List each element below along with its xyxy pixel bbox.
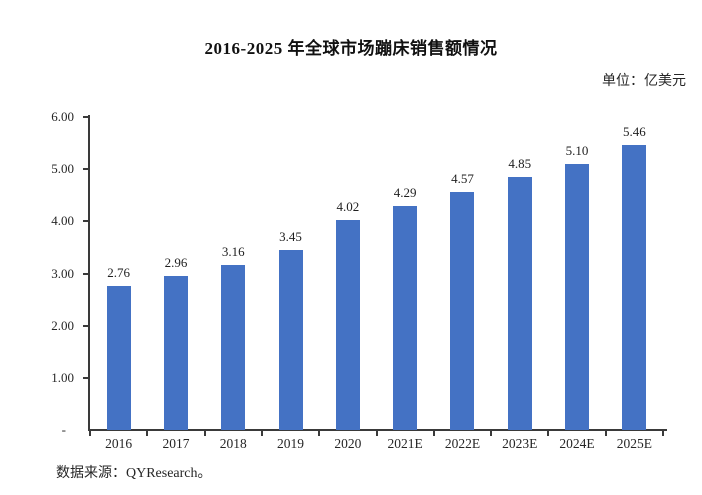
y-tick bbox=[83, 168, 88, 171]
bar-group-2018: 3.16 bbox=[205, 244, 262, 430]
bar-value-label: 5.10 bbox=[565, 143, 589, 158]
bar-2016 bbox=[106, 286, 131, 430]
y-axis-label-2.00: 2.00 bbox=[51, 317, 74, 333]
y-tick bbox=[83, 272, 88, 275]
bar-group-2024E: 5.10 bbox=[548, 143, 605, 430]
x-tick bbox=[375, 431, 378, 436]
x-axis-label-2024E: 2024E bbox=[559, 436, 595, 451]
y-axis-label--: - bbox=[61, 422, 66, 437]
bar-group-2019: 3.45 bbox=[262, 229, 319, 430]
bar-value-label: 2.96 bbox=[164, 254, 188, 270]
bar-value-label: 2.76 bbox=[107, 265, 131, 280]
bar-value-label: 3.45 bbox=[279, 229, 302, 244]
x-tick bbox=[89, 431, 91, 436]
bar-value-label: 5.46 bbox=[622, 124, 646, 140]
bar-2018 bbox=[221, 265, 246, 430]
x-axis-label-2016: 2016 bbox=[105, 436, 133, 451]
bar-2017 bbox=[163, 275, 188, 430]
y-tick bbox=[83, 116, 88, 118]
bar-group-2023E: 4.85 bbox=[491, 156, 548, 430]
x-axis-labels: 2016 2017 2018 2019 2020 2021E 2022E 2023E 2024E… bbox=[90, 436, 663, 456]
bar-2024E bbox=[565, 164, 590, 430]
x-axis-label-2018: 2018 bbox=[219, 436, 247, 451]
bar-2020 bbox=[335, 220, 360, 430]
x-tick bbox=[604, 431, 607, 436]
y-axis-label-6.00: 6.00 bbox=[51, 109, 74, 124]
x-axis-label-2023E: 2023E bbox=[502, 436, 538, 451]
x-axis-label-2020: 2020 bbox=[334, 436, 362, 451]
y-axis-label-5.00: 5.00 bbox=[51, 161, 74, 177]
bar-value-label: 4.29 bbox=[393, 185, 417, 201]
bar-value-label: 4.57 bbox=[451, 170, 474, 186]
bar-group-2016: 2.76 bbox=[90, 265, 147, 430]
bar-group-2017: 2.96 bbox=[147, 255, 204, 430]
x-axis-label-2025E: 2025E bbox=[616, 436, 652, 451]
bar-2025E bbox=[622, 145, 647, 430]
y-axis-line bbox=[88, 115, 90, 430]
x-tick bbox=[432, 431, 435, 436]
bar-2019 bbox=[278, 250, 303, 430]
unit-label: 单位：亿美元 bbox=[602, 74, 686, 89]
x-axis-label-2017: 2017 bbox=[162, 436, 190, 451]
bar-group-2025E: 5.46 bbox=[606, 124, 663, 430]
x-axis-label-2019: 2019 bbox=[277, 436, 305, 451]
bar-2023E bbox=[507, 177, 532, 430]
x-axis-label-2022E: 2022E bbox=[444, 436, 481, 451]
x-tick bbox=[662, 431, 664, 436]
bar-group-2021E: 4.29 bbox=[377, 185, 434, 430]
x-tick bbox=[146, 431, 149, 436]
bar-value-label: 3.16 bbox=[221, 244, 245, 260]
bar-value-label: 4.85 bbox=[508, 156, 532, 171]
y-axis-label-1.00: 1.00 bbox=[51, 369, 74, 385]
bar-group-2020: 4.02 bbox=[319, 199, 376, 430]
y-axis-label-3.00: 3.00 bbox=[51, 265, 74, 281]
y-axis-label-4.00: 4.00 bbox=[51, 213, 74, 229]
y-tick bbox=[83, 376, 88, 379]
x-tick bbox=[547, 431, 550, 436]
bar-2022E bbox=[450, 191, 475, 430]
x-tick bbox=[260, 431, 263, 436]
bar-value-label: 4.02 bbox=[336, 199, 360, 215]
bar-group-2022E: 4.57 bbox=[434, 171, 491, 430]
x-tick bbox=[490, 431, 493, 436]
chart-title: 2016-2025 年全球市场蹦床销售额情况 bbox=[204, 39, 498, 58]
x-tick bbox=[203, 431, 206, 436]
source-note: 数据来源：QYResearch。 bbox=[56, 466, 212, 481]
bar-2021E bbox=[393, 206, 418, 430]
y-tick bbox=[83, 220, 88, 223]
plot-area: 2.76 2.96 3.16 3.45 4.02 4.29 4.57 4.85 5.10 5.46 bbox=[90, 117, 663, 430]
x-axis-line bbox=[88, 429, 667, 431]
x-axis-label-2021E: 2021E bbox=[387, 436, 423, 451]
y-tick bbox=[83, 324, 88, 327]
x-tick bbox=[318, 431, 321, 436]
